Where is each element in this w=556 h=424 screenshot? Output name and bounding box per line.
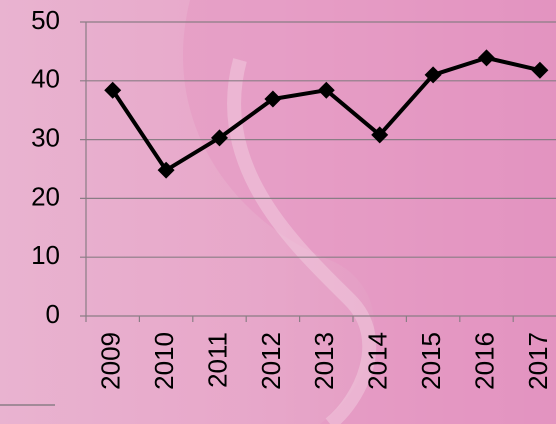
y-tick-label: 10	[31, 240, 60, 270]
y-tick-label: 30	[31, 122, 60, 152]
y-tick-label: 20	[31, 181, 60, 211]
x-tick-label: 2017	[523, 332, 553, 390]
y-tick-label: 50	[31, 5, 60, 35]
x-tick-label: 2015	[416, 332, 446, 390]
chart: 0 10 20 30 40 50 2009 2010 2011 2012 2013 2014 2015 2…	[0, 0, 556, 424]
y-tick-label: 40	[31, 64, 60, 94]
x-tick-label: 2012	[256, 332, 286, 390]
x-tick-label: 2014	[363, 332, 393, 390]
x-tick-label: 2011	[202, 332, 232, 388]
x-tick-label: 2009	[96, 332, 126, 390]
x-tick-label: 2016	[469, 332, 499, 390]
x-tick-label: 2013	[309, 332, 339, 390]
x-tick-label: 2010	[149, 332, 179, 390]
y-tick-label: 0	[46, 299, 60, 329]
